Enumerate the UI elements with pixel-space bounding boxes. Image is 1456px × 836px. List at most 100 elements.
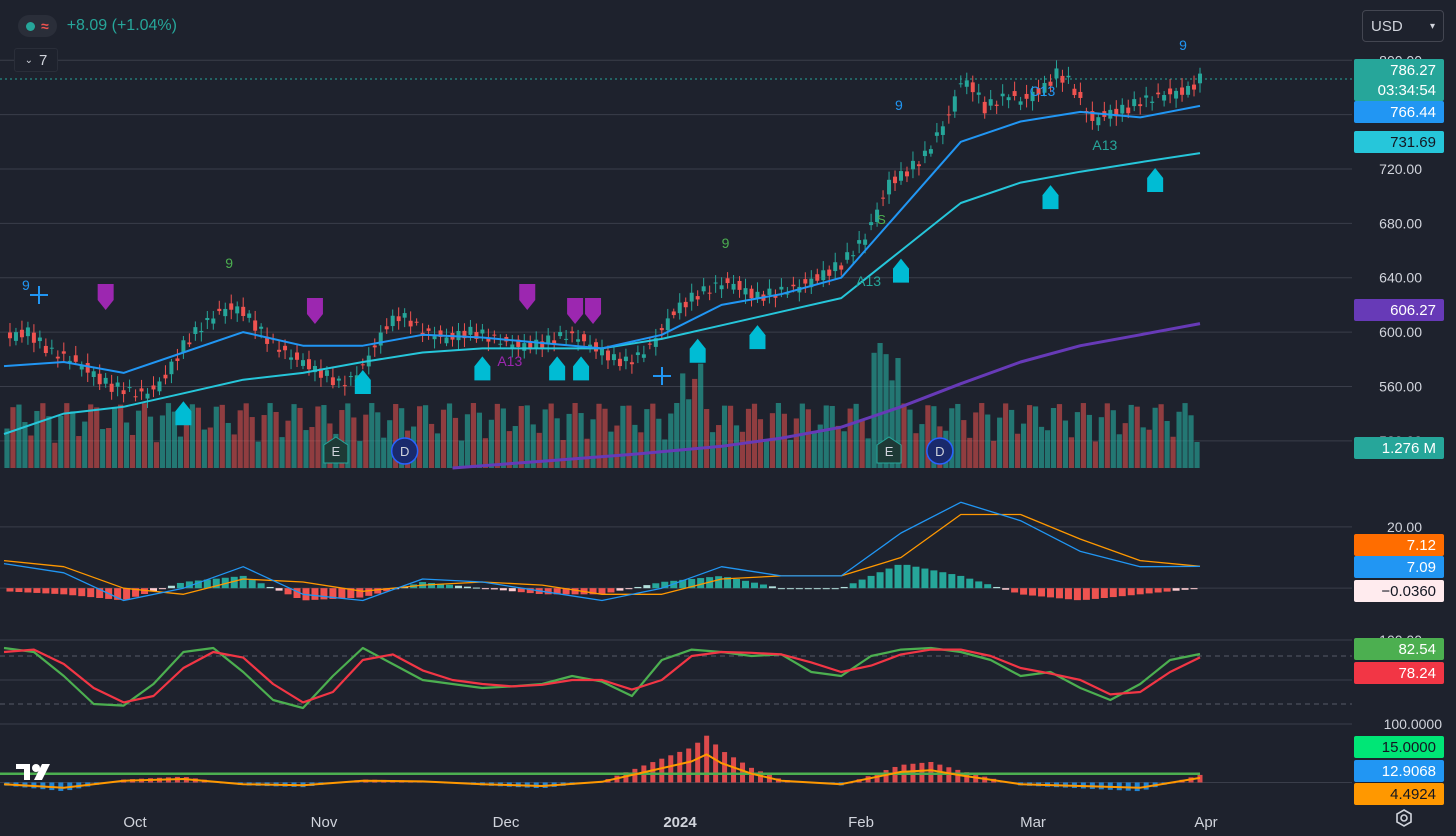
candle-body[interactable] <box>695 296 700 300</box>
candle-body[interactable] <box>827 269 832 276</box>
candle-body[interactable] <box>725 278 730 284</box>
candle-body[interactable] <box>671 311 676 316</box>
candle-body[interactable] <box>677 302 682 314</box>
candle-body[interactable] <box>414 321 419 323</box>
candle-body[interactable] <box>241 306 246 317</box>
candle-body[interactable] <box>552 340 557 345</box>
candle-body[interactable] <box>1048 81 1053 86</box>
candle-body[interactable] <box>522 343 527 351</box>
price-axis[interactable]: 520.00560.00600.00640.00680.00720.00760.… <box>1354 52 1444 805</box>
candle-body[interactable] <box>1030 91 1035 102</box>
candle-body[interactable] <box>737 280 742 290</box>
candle-body[interactable] <box>121 390 126 395</box>
candle-body[interactable] <box>408 320 413 327</box>
candle-body[interactable] <box>934 132 939 136</box>
candle-body[interactable] <box>916 164 921 167</box>
interval-selector[interactable]: ⌄ 7 <box>14 48 58 72</box>
candle-body[interactable] <box>1000 93 1005 97</box>
candle-body[interactable] <box>330 377 335 386</box>
candle-body[interactable] <box>181 340 186 353</box>
candle-body[interactable] <box>833 262 838 272</box>
candle-body[interactable] <box>881 197 886 199</box>
candle-body[interactable] <box>247 313 252 318</box>
earnings-badge-icon[interactable] <box>323 436 349 464</box>
candle-body[interactable] <box>486 337 491 342</box>
candle-body[interactable] <box>55 356 60 359</box>
oscillator-pane[interactable] <box>0 735 1203 792</box>
candle-body[interactable] <box>1012 91 1017 97</box>
candle-body[interactable] <box>1096 117 1101 126</box>
candle-body[interactable] <box>785 293 790 295</box>
candle-body[interactable] <box>103 377 108 384</box>
candle-body[interactable] <box>767 288 772 295</box>
candle-body[interactable] <box>432 336 437 340</box>
candle-body[interactable] <box>348 376 353 378</box>
candle-body[interactable] <box>970 82 975 93</box>
candle-body[interactable] <box>809 278 814 288</box>
candle-body[interactable] <box>145 393 150 399</box>
candle-body[interactable] <box>384 326 389 330</box>
candle-body[interactable] <box>1150 101 1155 103</box>
gear-icon[interactable] <box>1392 808 1416 832</box>
candle-body[interactable] <box>845 252 850 260</box>
candle-body[interactable] <box>665 318 670 331</box>
candle-body[interactable] <box>629 362 634 365</box>
candle-body[interactable] <box>1168 88 1173 95</box>
candle-body[interactable] <box>1042 82 1047 93</box>
candle-body[interactable] <box>510 344 515 350</box>
candle-body[interactable] <box>277 349 282 352</box>
candle-body[interactable] <box>169 361 174 375</box>
candle-body[interactable] <box>498 343 503 345</box>
candle-body[interactable] <box>564 338 569 340</box>
candle-body[interactable] <box>253 320 258 331</box>
candlesticks[interactable] <box>7 60 1202 409</box>
candle-body[interactable] <box>360 364 365 366</box>
candle-body[interactable] <box>151 385 156 390</box>
earnings-badge-icon[interactable] <box>876 436 902 464</box>
candle-body[interactable] <box>1018 101 1023 105</box>
candle-body[interactable] <box>779 286 784 290</box>
candle-body[interactable] <box>312 365 317 373</box>
candle-body[interactable] <box>157 381 162 392</box>
candle-body[interactable] <box>659 328 664 331</box>
candle-body[interactable] <box>462 330 467 339</box>
candle-body[interactable] <box>594 342 599 352</box>
candle-body[interactable] <box>1162 95 1167 101</box>
candle-body[interactable] <box>1126 107 1131 114</box>
candle-body[interactable] <box>175 358 180 361</box>
candle-body[interactable] <box>683 301 688 308</box>
candle-body[interactable] <box>707 292 712 294</box>
candle-body[interactable] <box>474 332 479 339</box>
candle-body[interactable] <box>163 374 168 379</box>
candle-body[interactable] <box>964 80 969 87</box>
candle-body[interactable] <box>336 378 341 381</box>
candle-body[interactable] <box>1006 97 1011 101</box>
candle-body[interactable] <box>378 332 383 346</box>
candle-body[interactable] <box>701 286 706 292</box>
candle-body[interactable] <box>1132 99 1137 107</box>
candle-body[interactable] <box>1192 84 1197 90</box>
candle-body[interactable] <box>217 308 222 312</box>
candle-body[interactable] <box>1114 108 1119 117</box>
candle-body[interactable] <box>617 358 622 367</box>
candle-body[interactable] <box>205 317 210 321</box>
candle-body[interactable] <box>982 101 987 114</box>
macd-pane[interactable] <box>3 501 1201 602</box>
candle-body[interactable] <box>301 360 305 366</box>
candle-body[interactable] <box>1066 75 1071 78</box>
market-status[interactable]: ≈ <box>18 15 57 37</box>
candle-body[interactable] <box>534 339 539 349</box>
candle-body[interactable] <box>396 316 401 322</box>
candle-body[interactable] <box>1090 111 1095 121</box>
time-axis[interactable]: Oct Nov Dec 2024 Feb Mar Apr <box>123 814 1217 831</box>
candle-body[interactable] <box>444 337 449 344</box>
candle-body[interactable] <box>1054 68 1059 79</box>
candle-body[interactable] <box>342 385 347 387</box>
candle-body[interactable] <box>1120 104 1125 114</box>
candle-body[interactable] <box>904 171 909 177</box>
candle-body[interactable] <box>85 363 90 373</box>
candle-body[interactable] <box>851 255 856 257</box>
tradingview-logo-icon[interactable] <box>14 760 60 786</box>
candle-body[interactable] <box>390 315 395 327</box>
